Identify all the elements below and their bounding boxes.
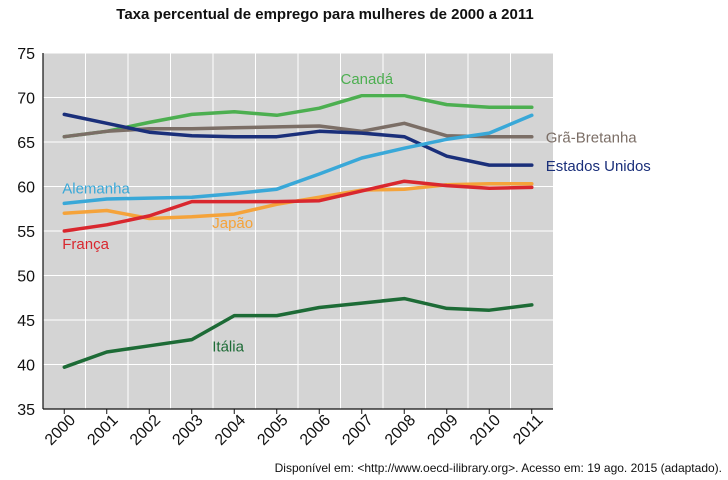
- x-tick-label: 2002: [127, 412, 164, 449]
- x-tick-label: 2008: [382, 412, 419, 449]
- series-line-canada: [62, 93, 534, 139]
- series-line-franca: [62, 179, 534, 233]
- y-tick-label: 65: [17, 135, 35, 152]
- y-tick-label: 40: [17, 358, 35, 375]
- series-label: Itália: [212, 339, 244, 356]
- y-tick-label: 75: [17, 46, 35, 63]
- series-label: Canadá: [341, 71, 394, 88]
- x-tick-label: 2005: [254, 412, 291, 449]
- series-label: Japão: [212, 215, 253, 232]
- x-tick-label: 2004: [212, 412, 249, 449]
- y-tick-label: 60: [17, 180, 35, 197]
- x-tick-label: 2009: [424, 412, 461, 449]
- series-lines: [62, 93, 534, 369]
- series-label: Estados Unidos: [546, 158, 651, 175]
- x-tick-label: 2003: [169, 412, 206, 449]
- series-label: Grã-Bretanha: [546, 130, 638, 147]
- y-tick-label: 55: [17, 224, 35, 241]
- series-line-alemanha: [62, 113, 534, 206]
- series-line-italia: [62, 296, 534, 369]
- y-tick-label: 70: [17, 91, 35, 108]
- series-label: Alemanha: [62, 180, 130, 197]
- source-note: Disponível em: <http://www.oecd-ilibrary…: [274, 461, 722, 475]
- y-tick-label: 35: [17, 402, 35, 419]
- series-labels: Canadá Grã-Bretanha Estados Unidos Alemanha…: [62, 71, 651, 356]
- x-tick-label: 2001: [84, 412, 121, 449]
- x-tick-label: 2006: [297, 412, 334, 449]
- series-line-estados-unidos: [62, 112, 534, 167]
- y-tick-label: 50: [17, 269, 35, 286]
- series-label: França: [62, 236, 109, 253]
- x-tick-label: 2010: [467, 412, 504, 449]
- y-tick-label: 45: [17, 313, 35, 330]
- x-tick-label: 2000: [42, 412, 79, 449]
- x-tick-label: 2007: [339, 412, 376, 449]
- x-tick-label: 2011: [510, 412, 546, 448]
- chart-title: Taxa percentual de emprego para mulheres…: [116, 6, 534, 23]
